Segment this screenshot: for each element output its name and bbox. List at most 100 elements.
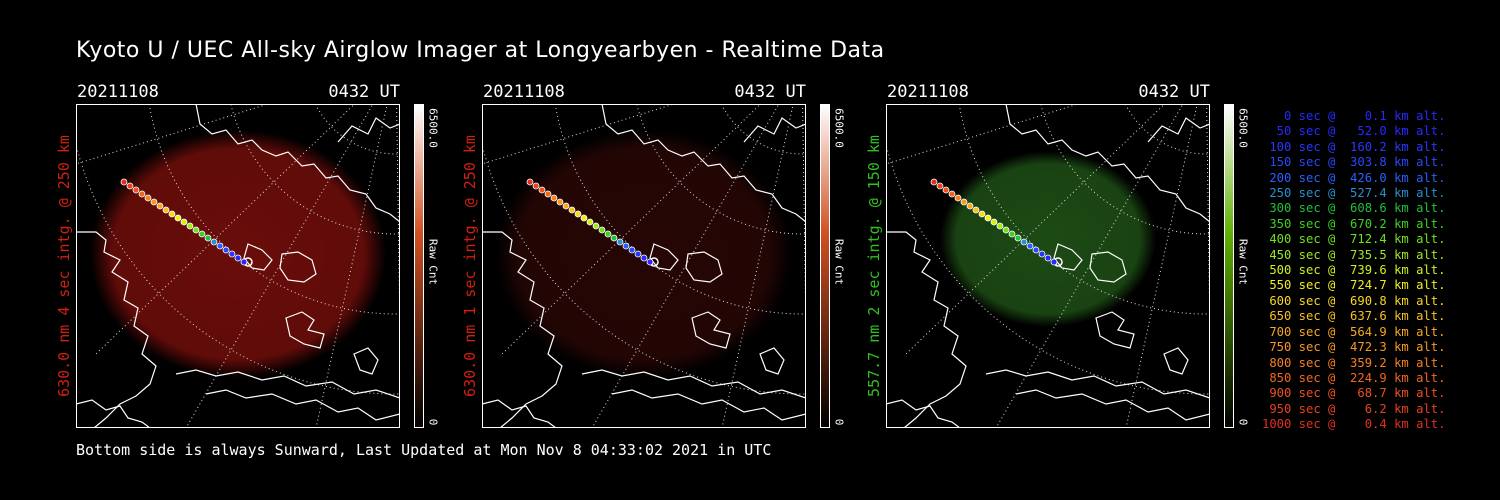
panel-2-time: 0432 UT [734,82,806,102]
trajectory-point [1014,234,1022,242]
trajectory-point [634,250,642,258]
trajectory-point [598,226,606,234]
trajectory-point [592,222,600,230]
legend-row: 650 sec @ 637.6 km alt. [1262,309,1446,324]
coastline [1053,243,1083,271]
panel-2-date: 20211108 [483,82,565,102]
trajectory-point [138,190,146,198]
legend-row: 400 sec @ 712.4 km alt. [1262,232,1446,247]
trajectory-point [216,242,224,250]
coastline [205,389,400,421]
legend-row: 200 sec @ 426.0 km alt. [1262,170,1446,185]
trajectory-point [972,206,980,214]
legend-row: 50 sec @ 52.0 km alt. [1262,124,1446,139]
trajectory-point [198,230,206,238]
trajectory-point [586,218,594,226]
latitude-circle [958,104,1210,315]
panel-3-colorbar [1224,104,1234,428]
panel-frame [886,104,1210,428]
trajectory-point [556,198,564,206]
legend-row: 100 sec @ 160.2 km alt. [1262,139,1446,154]
trajectory-point [1020,238,1028,246]
trajectory-point [550,194,558,202]
trajectory-point [604,230,612,238]
panel-3-date: 20211108 [887,82,969,102]
panel-3-cbar-min: 0 [1236,418,1250,426]
panel-1-time: 0432 UT [328,82,400,102]
airglow-region [940,151,1156,327]
trajectory-point [580,214,588,222]
panel-2-image [482,104,806,428]
coastline [601,104,806,223]
trajectory-point [930,178,938,186]
panel-2-cbar-max: 6500.0 [832,108,846,148]
longitude-line [501,104,762,355]
trajectory-point [192,226,200,234]
legend-row: 700 sec @ 564.9 km alt. [1262,324,1446,339]
trajectory-legend: 0 sec @ 0.1 km alt. 50 sec @ 52.0 km alt… [1262,109,1446,433]
coastline [685,251,723,283]
trajectory-point [622,242,630,250]
trajectory-point [936,182,944,190]
panel-2-ylabel: 630.0 nm 1 sec intg. @ 250 km [461,135,479,397]
trajectory-point [942,186,950,194]
trajectory-point [610,234,618,242]
legend-row: 550 sec @ 724.7 km alt. [1262,278,1446,293]
longitude-line [905,104,1166,355]
coastline [279,251,317,283]
trajectory-point [532,182,540,190]
panel-1-cbar-min: 0 [426,418,440,426]
trajectory-point [168,210,176,218]
panel-2-map [482,104,806,428]
coastline [76,231,157,428]
panel-2-cbar-min: 0 [832,418,846,426]
coastline [759,347,785,375]
legend-row: 500 sec @ 739.6 km alt. [1262,263,1446,278]
trajectory-point [144,194,152,202]
coastline [985,369,1210,399]
coastline [337,117,400,143]
trajectory-point [180,218,188,226]
panel-1-cbar-max: 6500.0 [426,108,440,148]
legend-row: 150 sec @ 303.8 km alt. [1262,155,1446,170]
trajectory-point [960,198,968,206]
legend-row: 450 sec @ 735.5 km alt. [1262,247,1446,262]
coastline [611,389,806,421]
legend-row: 300 sec @ 608.6 km alt. [1262,201,1446,216]
coastline [353,347,379,375]
coastline [691,311,731,349]
coastline [581,369,806,399]
trajectory-point [210,238,218,246]
trajectory-point [162,206,170,214]
trajectory-point [640,254,648,262]
trajectory-point [966,202,974,210]
longitude-line [95,104,356,355]
trajectory-point [120,178,128,186]
legend-row: 750 sec @ 472.3 km alt. [1262,340,1446,355]
coastline [482,399,557,428]
latitude-circle [554,104,806,315]
trajectory-point [1026,242,1034,250]
trajectory-point [1032,246,1040,254]
trajectory-point [616,238,624,246]
legend-row: 600 sec @ 690.8 km alt. [1262,293,1446,308]
coastline [1005,104,1210,223]
legend-row: 350 sec @ 670.2 km alt. [1262,216,1446,231]
trajectory-point [948,190,956,198]
trajectory-point [174,214,182,222]
airglow-region [90,130,386,378]
legend-row: 0 sec @ 0.1 km alt. [1262,109,1446,123]
panel-1-cbar-unit: Raw Cnt [426,238,440,286]
trajectory-point [1050,258,1058,266]
coastline [1015,389,1210,421]
panel-1-map [76,104,400,428]
panel-3-ylabel: 557.7 nm 2 sec intg. @ 150 km [865,135,883,397]
trajectory-point [544,190,552,198]
panel-2-colorbar [820,104,830,428]
coastline [1095,311,1135,349]
trajectory-point [240,258,248,266]
legend-row: 250 sec @ 527.4 km alt. [1262,186,1446,201]
trajectory-point [204,234,212,242]
legend-row: 950 sec @ 6.2 km alt. [1262,401,1446,416]
coastline [243,243,273,271]
